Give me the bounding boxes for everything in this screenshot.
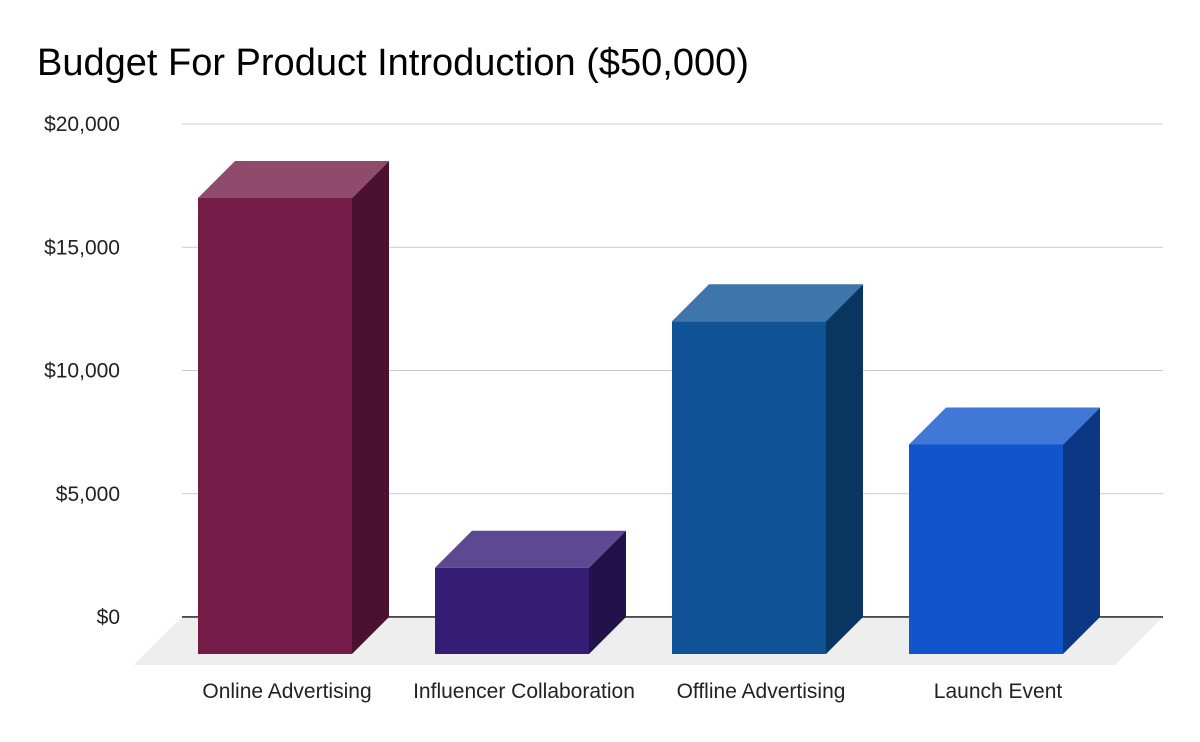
y-axis-ticks: $0 $5,000 $10,000 $15,000 $20,000 bbox=[44, 113, 120, 629]
bar-side-face bbox=[1063, 407, 1100, 654]
bar-side-face bbox=[589, 530, 626, 654]
bar bbox=[909, 407, 1100, 654]
bar-top-face bbox=[909, 407, 1100, 445]
y-tick-label: $15,000 bbox=[44, 236, 120, 259]
y-tick-label: $0 bbox=[97, 606, 120, 629]
x-category-label: Launch Event bbox=[934, 680, 1063, 703]
bar-front-face bbox=[198, 197, 352, 654]
x-category-label: Offline Advertising bbox=[677, 680, 846, 703]
bar bbox=[672, 284, 863, 654]
x-category-label: Influencer Collaboration bbox=[413, 680, 635, 703]
bar-top-face bbox=[672, 284, 863, 322]
bar-front-face bbox=[672, 321, 826, 654]
x-axis-labels: Online Advertising Influencer Collaborati… bbox=[202, 680, 1062, 703]
chart-title: Budget For Product Introduction ($50,000… bbox=[37, 42, 749, 84]
y-tick-label: $20,000 bbox=[44, 113, 120, 136]
y-tick-label: $5,000 bbox=[56, 483, 120, 506]
bar bbox=[435, 530, 626, 654]
bar-top-face bbox=[198, 160, 389, 198]
bar-side-face bbox=[352, 160, 389, 654]
bar-top-face bbox=[435, 530, 626, 568]
floor-plane bbox=[134, 617, 1163, 665]
bars bbox=[198, 160, 1100, 654]
y-tick-label: $10,000 bbox=[44, 360, 120, 383]
x-category-label: Online Advertising bbox=[202, 680, 371, 703]
bar-front-face bbox=[435, 567, 589, 654]
bar-side-face bbox=[826, 284, 863, 654]
bar-front-face bbox=[909, 444, 1063, 654]
bar bbox=[198, 160, 389, 654]
